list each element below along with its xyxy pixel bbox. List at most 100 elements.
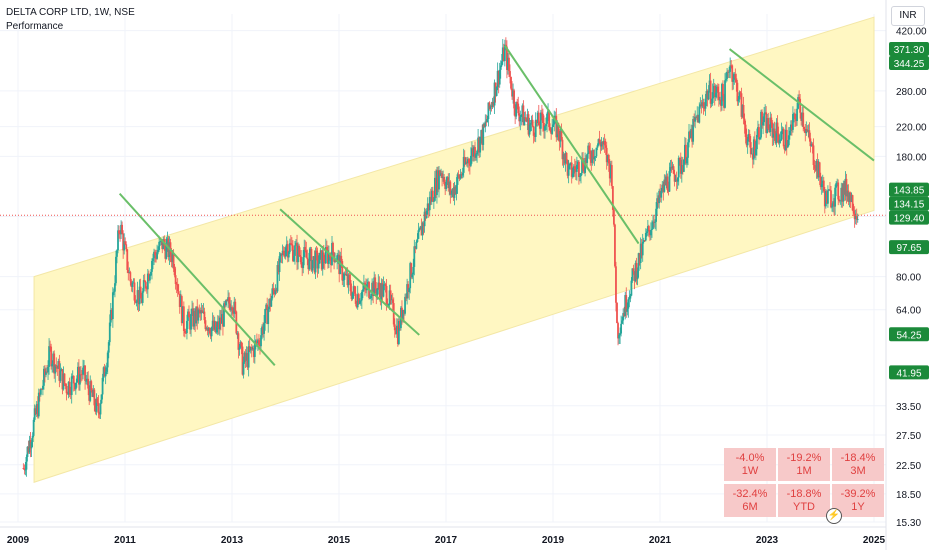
trend-line[interactable]: [118, 192, 276, 366]
candle-body: [517, 103, 520, 114]
candle-body: [191, 308, 193, 314]
candle-body: [563, 154, 566, 164]
candle-body: [383, 284, 386, 286]
candle-body: [585, 157, 588, 163]
candle-body: [209, 333, 212, 337]
candle-body: [271, 288, 274, 299]
candle-body: [402, 309, 404, 321]
candle-body: [522, 105, 525, 126]
candle-body: [525, 119, 528, 122]
candle-body: [459, 173, 462, 179]
candle-body: [827, 190, 829, 204]
candle-body: [576, 161, 579, 165]
candle-body: [669, 166, 672, 172]
candle-body: [856, 219, 859, 220]
candle-body: [349, 280, 352, 292]
candle-body: [568, 164, 571, 166]
candle-body: [59, 370, 62, 381]
candle-body: [51, 363, 54, 367]
lightning-icon[interactable]: ⚡: [826, 508, 842, 524]
candle-body: [150, 271, 152, 276]
candle-body: [792, 114, 794, 130]
candle-body: [713, 85, 716, 98]
candle-body: [566, 160, 569, 176]
candle-body: [253, 341, 256, 357]
price-tag-label: 97.65: [896, 243, 921, 254]
candle-body: [38, 392, 41, 395]
candle-body: [469, 155, 472, 166]
candle-body: [179, 296, 182, 307]
chart-header: DELTA CORP LTD, 1W, NSE Performance: [6, 6, 135, 34]
candle-body: [222, 314, 224, 327]
candle-body: [136, 290, 139, 303]
candle-body: [286, 244, 289, 258]
candle-body: [316, 252, 319, 269]
candle-body: [269, 299, 272, 307]
candle-body: [309, 248, 312, 253]
candle-body: [370, 295, 372, 298]
candle-body: [485, 121, 488, 123]
candle-body: [789, 124, 792, 131]
candle-body: [590, 159, 593, 163]
candle-body: [521, 105, 524, 115]
candle-body: [537, 112, 540, 126]
candle-body: [513, 90, 516, 109]
candle-body: [227, 297, 229, 301]
candle-body: [441, 173, 443, 179]
candle-body: [412, 266, 415, 275]
candle-body: [234, 301, 237, 312]
candle-body: [249, 347, 252, 351]
candle-body: [263, 323, 265, 334]
perf-cell-1w: -4.0% 1W: [724, 448, 776, 481]
trend-line[interactable]: [504, 44, 640, 245]
candle-body: [483, 124, 486, 127]
candle-body: [85, 380, 88, 382]
candle-body: [670, 166, 673, 169]
candle-body: [646, 226, 649, 232]
candle-body: [608, 163, 611, 179]
candle-body: [162, 239, 165, 250]
candle-body: [599, 142, 602, 147]
candle-body: [172, 253, 175, 269]
candle-body: [218, 317, 221, 330]
candle-body: [78, 366, 80, 385]
candle-body: [764, 112, 767, 114]
candle-body: [429, 196, 432, 202]
candle-body: [567, 165, 570, 176]
candle-body: [616, 302, 618, 324]
currency-button[interactable]: INR: [891, 6, 925, 26]
candle-body: [387, 304, 390, 306]
candle-body: [767, 118, 770, 129]
candle-body: [682, 159, 685, 172]
price-tags: 371.30 344.25 143.85 134.15 129.40 97.65 54.25…: [889, 41, 929, 380]
candle-body: [251, 348, 254, 350]
candle-body: [508, 57, 510, 72]
trend-line[interactable]: [728, 48, 875, 162]
candle-body: [819, 176, 822, 188]
price-tag: [889, 182, 929, 197]
candle-body: [609, 165, 612, 179]
candle-body: [830, 190, 832, 208]
y-tick-label: 15.30: [896, 518, 921, 529]
price-tag: [889, 240, 929, 255]
candle-body: [487, 102, 490, 120]
candle-body: [239, 342, 242, 348]
candle-body: [822, 180, 825, 192]
candle-body: [201, 310, 204, 313]
candle-body: [170, 254, 173, 263]
candle-body: [654, 221, 656, 223]
candle-body: [216, 321, 219, 328]
price-tag-label: 143.85: [894, 186, 925, 197]
candle-body: [84, 365, 86, 381]
candle-body: [699, 104, 702, 107]
candle-body: [237, 333, 240, 350]
trend-line[interactable]: [279, 208, 420, 336]
candle-body: [800, 112, 803, 121]
candle-body: [411, 274, 414, 278]
candle-body: [714, 92, 717, 98]
candle-body: [668, 171, 671, 192]
candle-body: [100, 394, 103, 404]
candle-body: [507, 57, 509, 70]
candle-body: [87, 378, 90, 389]
